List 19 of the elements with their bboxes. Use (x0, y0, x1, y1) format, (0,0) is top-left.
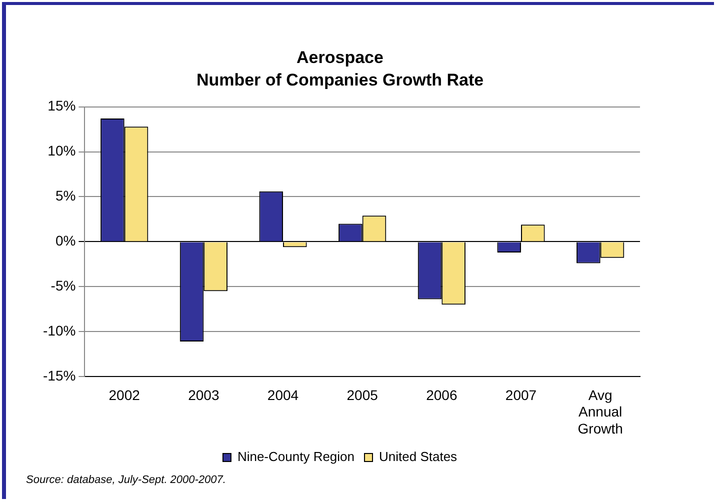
x-tick-label: 2007 (505, 386, 537, 403)
x-tick-label: 2004 (267, 386, 299, 403)
y-tick-label: -5% (50, 278, 76, 294)
x-tick-label: 2006 (426, 386, 458, 403)
legend-label: Nine-County Region (237, 449, 355, 464)
y-tick-label: -15% (42, 367, 76, 384)
x-tick-label: 2005 (346, 386, 378, 403)
y-tick-label: 0% (55, 232, 76, 249)
x-tick-label: 2003 (188, 386, 220, 403)
source-note: Source: database, July-Sept. 2000-2007. (26, 474, 226, 486)
legend-label: United States (379, 449, 458, 464)
y-tick-label: 10% (48, 142, 76, 159)
y-tick-label: 15% (48, 98, 76, 114)
chart-subtitle: Number of Companies Growth Rate (196, 70, 484, 90)
y-tick-label: 5% (55, 188, 76, 204)
chart-title: Aerospace (296, 48, 384, 67)
x-tick-label: Avg Annual Growth (578, 386, 623, 436)
x-tick-label: 2002 (108, 386, 140, 403)
y-tick-label: -10% (42, 322, 76, 338)
